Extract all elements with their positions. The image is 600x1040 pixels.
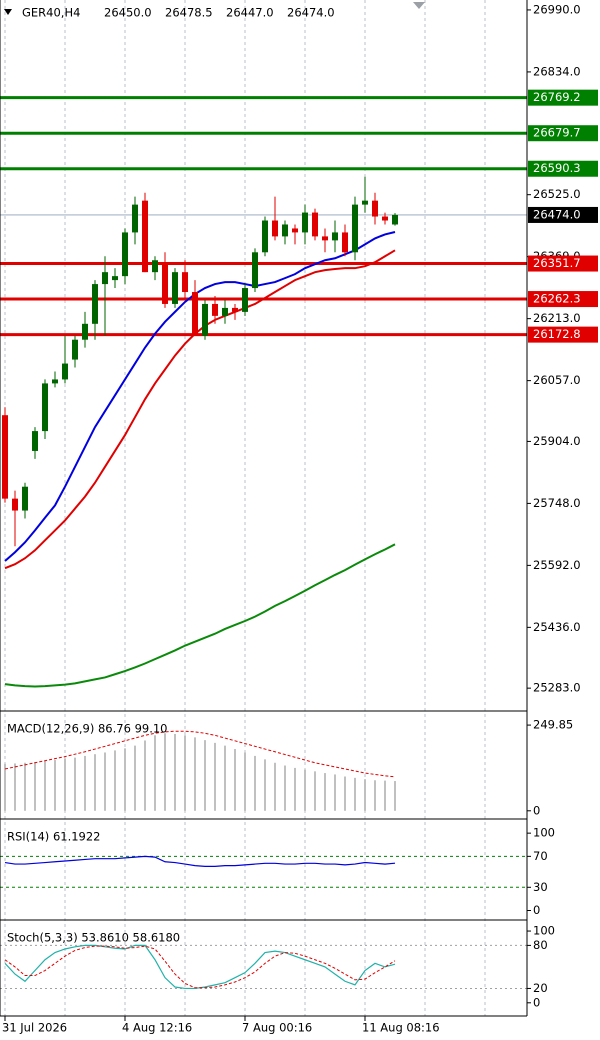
axes <box>0 0 531 1021</box>
candle-body <box>362 200 368 205</box>
header-value: 26447.0 <box>226 6 274 20</box>
x-tick-label: 7 Aug 00:16 <box>242 1021 312 1035</box>
candle-body <box>102 272 108 285</box>
header-value: 26474.0 <box>287 6 335 20</box>
candle-body <box>152 260 158 273</box>
moving-average <box>4 231 396 562</box>
candle-body <box>222 307 228 316</box>
candle-body <box>292 228 298 233</box>
candle-body <box>122 232 128 277</box>
y-tick-label: 100 <box>533 826 555 840</box>
stoch-signal <box>4 945 396 989</box>
candle-body <box>92 284 98 324</box>
candle-body <box>112 276 118 281</box>
y-tick-label: 26525.0 <box>533 187 581 201</box>
x-tick-label: 4 Aug 12:16 <box>122 1021 192 1035</box>
y-tick-label: 25904.0 <box>533 434 581 448</box>
candle-body <box>392 214 398 225</box>
level-label-box <box>528 125 598 142</box>
symbol: GER40,H4 <box>22 6 80 20</box>
candle-body <box>132 204 138 233</box>
y-tick-label: 25436.0 <box>533 620 581 634</box>
candle-body <box>352 204 358 253</box>
symbol-menu-arrow[interactable] <box>4 9 12 15</box>
candle-body <box>22 486 28 511</box>
candle-body <box>252 252 258 289</box>
y-tick-label: 26834.0 <box>533 64 581 78</box>
candle-body <box>202 303 208 336</box>
candle-body <box>262 220 268 253</box>
level-label-box <box>528 291 598 308</box>
last-price-label: 26474.0 <box>533 207 581 221</box>
level-label-box <box>528 326 598 343</box>
y-tick-label: 30 <box>533 880 548 894</box>
level-label: 26172.8 <box>533 327 581 341</box>
x-tick-label: 31 Jul 2026 <box>2 1021 67 1035</box>
candle-body <box>242 288 248 312</box>
candle-body <box>212 303 218 316</box>
y-tick-label: 70 <box>533 849 548 863</box>
candle-body <box>12 498 18 511</box>
x-tick-label: 11 Aug 08:16 <box>362 1021 440 1035</box>
shift-marker[interactable] <box>413 2 425 9</box>
candle-body <box>32 431 38 451</box>
candle-body <box>82 323 88 340</box>
candle-body <box>192 292 198 336</box>
candle-body <box>52 379 58 384</box>
candle-body <box>142 200 148 273</box>
candle-body <box>162 264 168 304</box>
candle-body <box>182 272 188 293</box>
level-label: 26590.3 <box>533 161 581 175</box>
y-tick-label: 20 <box>533 981 548 995</box>
candle-body <box>342 232 348 253</box>
candle-body <box>42 383 48 432</box>
candle-body <box>372 200 378 217</box>
level-label-box <box>528 160 598 177</box>
indicator-label: MACD(12,26,9) 86.76 99.10 <box>7 722 168 736</box>
candle-body <box>302 212 308 233</box>
candle-body <box>312 212 318 237</box>
y-tick-label: 25748.0 <box>533 496 581 510</box>
level-label: 26351.7 <box>533 256 581 270</box>
y-tick-label: 26057.0 <box>533 373 581 387</box>
candle-body <box>2 415 8 499</box>
y-tick-label: 0 <box>533 803 540 817</box>
level-label-box <box>528 255 598 272</box>
y-tick-label: 25592.0 <box>533 558 581 572</box>
moving-average <box>4 249 396 570</box>
y-tick-label: 25283.0 <box>533 681 581 695</box>
y-tick-label: 0 <box>533 903 540 917</box>
candle-body <box>272 220 278 237</box>
y-tick-label: 26990.0 <box>533 2 581 16</box>
candle-body <box>62 363 68 380</box>
macd-signal <box>4 730 396 778</box>
candle-body <box>332 232 338 241</box>
level-label: 26262.3 <box>533 292 581 306</box>
level-label: 26769.2 <box>533 90 581 104</box>
y-tick-label: 26213.0 <box>533 311 581 325</box>
header-value: 26478.5 <box>165 6 213 20</box>
candle-body <box>282 224 288 237</box>
candle-body <box>172 272 178 304</box>
level-label-box <box>528 89 598 106</box>
y-tick-label: 0 <box>533 995 540 1009</box>
last-price-box <box>528 206 598 223</box>
indicator-label: RSI(14) 61.1922 <box>7 830 101 844</box>
rsi-line <box>4 855 396 868</box>
candle-body <box>322 236 328 241</box>
y-tick-label: 249.85 <box>533 718 573 732</box>
level-label: 26679.7 <box>533 126 581 140</box>
candle-body <box>382 216 388 221</box>
y-tick-label: 80 <box>533 938 548 952</box>
indicator-label: Stoch(5,3,3) 53.8610 58.6180 <box>7 931 180 945</box>
y-tick-label: 100 <box>533 924 555 938</box>
header-value: 26450.0 <box>104 6 152 20</box>
candle-body <box>72 339 78 360</box>
moving-average <box>4 543 396 688</box>
plot <box>0 96 527 990</box>
candle-body <box>232 307 238 312</box>
